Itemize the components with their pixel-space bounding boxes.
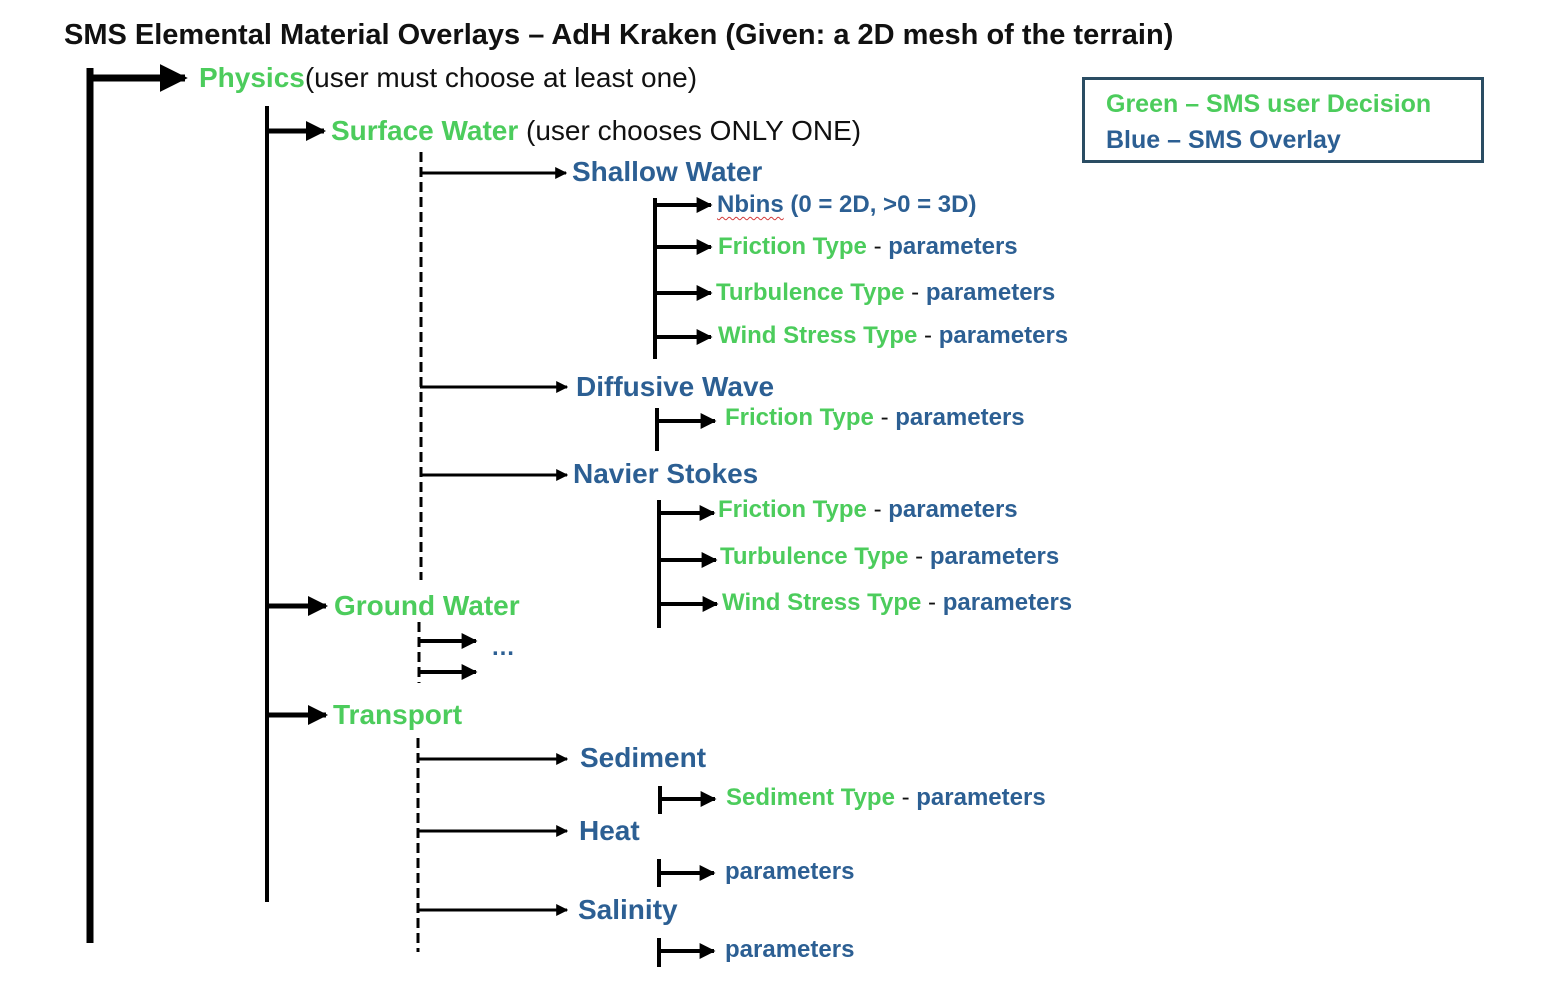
physics-node: Physics(user must choose at least one) xyxy=(199,64,697,92)
diagram-title: SMS Elemental Material Overlays – AdH Kr… xyxy=(64,19,1174,51)
dw-friction-node: Friction Type - parameters xyxy=(725,406,1025,430)
nbins-note: (0 = 2D, >0 = 3D) xyxy=(783,191,977,218)
ns-wind-node: Wind Stress Type - parameters xyxy=(722,591,1072,615)
sw-turbulence-type: Turbulence Type xyxy=(716,279,905,306)
ns-friction-parameters: parameters xyxy=(888,496,1018,523)
sw-wind-dash: - xyxy=(917,322,939,349)
ns-turbulence-parameters: parameters xyxy=(929,543,1060,570)
heat-parameters: parameters xyxy=(725,858,855,885)
dw-friction-dash: - xyxy=(873,404,896,431)
shallow-water-label: Shallow Water xyxy=(572,156,763,187)
sw-friction-type: Friction Type xyxy=(718,233,867,260)
ground-water-label: Ground Water xyxy=(334,590,520,621)
sw-turbulence-node: Turbulence Type - parameters xyxy=(716,281,1055,305)
ns-friction-type: Friction Type xyxy=(718,496,867,523)
sediment-label: Sediment xyxy=(580,742,707,773)
nbins-node: Nbins (0 = 2D, >0 = 3D) xyxy=(717,193,976,217)
sw-wind-type: Wind Stress Type xyxy=(718,322,918,349)
ns-turbulence-dash: - xyxy=(908,543,930,570)
ns-wind-type: Wind Stress Type xyxy=(722,589,922,616)
diffusive-wave-label: Diffusive Wave xyxy=(576,371,775,402)
dw-friction-type: Friction Type xyxy=(725,404,874,431)
surface-water-note: (user chooses ONLY ONE) xyxy=(518,115,862,146)
ns-wind-dash: - xyxy=(921,589,943,616)
legend-blue-entry: Blue – SMS Overlay xyxy=(1106,126,1341,154)
salinity-label: Salinity xyxy=(578,894,678,925)
sw-turbulence-parameters: parameters xyxy=(925,279,1056,306)
sediment-type: Sediment Type xyxy=(726,784,895,811)
ns-friction-dash: - xyxy=(866,496,889,523)
heat-label: Heat xyxy=(579,815,640,846)
sediment-dash: - xyxy=(894,784,917,811)
ns-turbulence-node: Turbulence Type - parameters xyxy=(720,545,1059,569)
nbins-label: Nbins xyxy=(717,191,784,218)
salinity-parameters: parameters xyxy=(725,936,855,963)
sediment-type-node: Sediment Type - parameters xyxy=(726,786,1046,810)
sw-wind-parameters: parameters xyxy=(938,322,1069,349)
sw-friction-dash: - xyxy=(866,233,889,260)
legend-box: Green – SMS user Decision Blue – SMS Ove… xyxy=(1082,77,1484,163)
sediment-parameters: parameters xyxy=(916,784,1046,811)
legend-green-entry: Green – SMS user Decision xyxy=(1106,90,1432,118)
dw-friction-parameters: parameters xyxy=(895,404,1025,431)
surface-water-label: Surface Water xyxy=(331,115,519,146)
ns-wind-parameters: parameters xyxy=(942,589,1073,616)
transport-label: Transport xyxy=(333,699,463,730)
ns-turbulence-type: Turbulence Type xyxy=(720,543,909,570)
sw-turbulence-dash: - xyxy=(904,279,926,306)
surface-water-node: Surface Water (user chooses ONLY ONE) xyxy=(331,117,861,145)
ground-water-ellipsis: … xyxy=(491,634,515,661)
sw-friction-parameters: parameters xyxy=(888,233,1018,260)
navier-stokes-label: Navier Stokes xyxy=(573,458,759,489)
sw-friction-node: Friction Type - parameters xyxy=(718,235,1018,259)
physics-note: (user must choose at least one) xyxy=(304,62,698,93)
physics-label: Physics xyxy=(199,62,305,93)
sw-wind-node: Wind Stress Type - parameters xyxy=(718,324,1068,348)
ns-friction-node: Friction Type - parameters xyxy=(718,498,1018,522)
